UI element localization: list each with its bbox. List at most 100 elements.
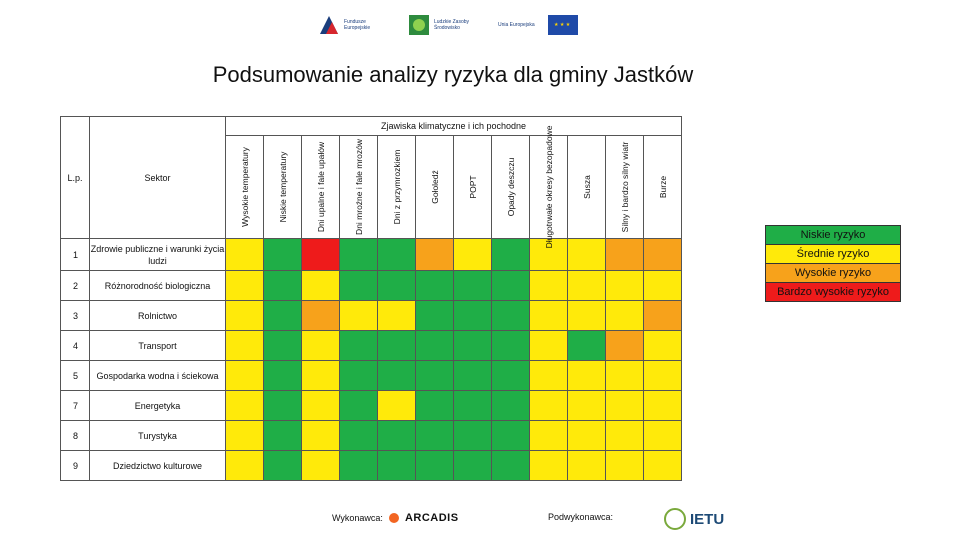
contractor-name: ARCADIS (404, 512, 459, 524)
risk-cell (567, 238, 606, 271)
risk-cell (415, 390, 454, 421)
risk-cell (529, 390, 568, 421)
risk-cell (453, 450, 492, 481)
risk-cell (339, 420, 378, 451)
row-number: 8 (60, 420, 90, 451)
arcadis-icon (388, 513, 399, 523)
logo-eu-funds: Fundusze Europejskie (318, 12, 390, 38)
risk-cell (339, 270, 378, 301)
header-sector: Sektor (89, 116, 226, 239)
risk-cell (263, 238, 302, 271)
risk-cell (301, 270, 340, 301)
risk-cell (643, 360, 682, 391)
risk-cell (339, 360, 378, 391)
risk-cell (453, 390, 492, 421)
risk-cell (643, 238, 682, 271)
table-row: 5 Gospodarka wodna i ściekowa (60, 360, 682, 391)
sector-name: Różnorodność biologiczna (89, 270, 226, 301)
risk-cell (491, 238, 530, 271)
risk-cell (263, 390, 302, 421)
risk-cell (301, 360, 340, 391)
table-row: 8 Turystyka (60, 420, 682, 451)
hazard-header: Burze (643, 135, 682, 239)
hazard-label: Opady deszczu (505, 157, 516, 217)
hazard-label: Dni mroźne i fale mrozów (353, 139, 364, 235)
risk-cell (643, 330, 682, 361)
risk-cell (453, 238, 492, 271)
row-number: 5 (60, 360, 90, 391)
risk-cell (263, 360, 302, 391)
risk-cell (377, 450, 416, 481)
hazard-label: Długotrwałe okresy bezopadowe (543, 125, 554, 249)
table-row: 1 Zdrowie publiczne i warunki życia ludzi (60, 238, 682, 271)
hazard-label: Wysokie temperatury (239, 147, 250, 227)
risk-cell (529, 420, 568, 451)
header-lp: L.p. (60, 116, 90, 239)
hazard-label: Dni z przymrozkiem (391, 149, 402, 225)
risk-cell (453, 360, 492, 391)
eu-funds-icon (320, 16, 338, 34)
header-group: Zjawiska klimatyczne i ich pochodne (225, 116, 682, 136)
risk-cell (529, 450, 568, 481)
risk-table: L.p. Sektor Zjawiska klimatyczne i ich p… (60, 116, 682, 481)
risk-cell (529, 330, 568, 361)
hazard-label: Silny i bardzo silny wiatr (619, 141, 630, 233)
risk-cell (263, 300, 302, 331)
table-row: 2 Różnorodność biologiczna (60, 270, 682, 301)
hazard-header: Niskie temperatury (263, 135, 302, 239)
risk-cell (567, 360, 606, 391)
risk-cell (225, 390, 264, 421)
risk-cell (301, 420, 340, 451)
risk-cell (339, 390, 378, 421)
risk-cell (415, 360, 454, 391)
hazard-header: Dni mroźne i fale mrozów (339, 135, 378, 239)
risk-cell (605, 300, 644, 331)
risk-cell (225, 360, 264, 391)
risk-cell (225, 300, 264, 331)
logo-program: Ludzkie Zasoby Środowisko (408, 12, 480, 38)
risk-cell (263, 270, 302, 301)
risk-cell (529, 238, 568, 271)
risk-cell (453, 330, 492, 361)
risk-cell (605, 390, 644, 421)
risk-cell (263, 450, 302, 481)
legend-item: Bardzo wysokie ryzyko (765, 282, 901, 302)
risk-cell (491, 270, 530, 301)
contractor-label: Wykonawca: (332, 513, 383, 523)
logos-bar: Fundusze Europejskie Ludzkie Zasoby Środ… (318, 12, 578, 38)
risk-cell (529, 270, 568, 301)
hazard-header: Długotrwałe okresy bezopadowe (529, 126, 568, 248)
hazard-label: Gołoledź (429, 170, 440, 204)
risk-cell (225, 420, 264, 451)
sector-name: Rolnictwo (89, 300, 226, 331)
risk-cell (377, 360, 416, 391)
legend-item: Niskie ryzyko (765, 225, 901, 245)
logo-eu: Unia Europejska (498, 12, 578, 38)
risk-cell (301, 390, 340, 421)
risk-cell (567, 390, 606, 421)
risk-cell (643, 390, 682, 421)
risk-cell (339, 238, 378, 271)
contractor: Wykonawca: ARCADIS (332, 512, 459, 524)
eu-flag-icon (548, 15, 578, 35)
risk-cell (415, 300, 454, 331)
sector-name: Gospodarka wodna i ściekowa (89, 360, 226, 391)
subcontractor-name: IETU (690, 510, 725, 528)
risk-cell (491, 450, 530, 481)
sector-name: Turystyka (89, 420, 226, 451)
hazard-label: POPT (467, 175, 478, 199)
risk-cell (415, 270, 454, 301)
hazard-header: Wysokie temperatury (225, 135, 264, 239)
sector-name: Zdrowie publiczne i warunki życia ludzi (89, 238, 226, 271)
risk-cell (491, 390, 530, 421)
risk-cell (643, 450, 682, 481)
risk-cell (643, 300, 682, 331)
risk-cell (377, 420, 416, 451)
hazard-label: Burze (657, 175, 668, 199)
subcontractor-logo: IETU (664, 508, 724, 530)
hazard-header: Susza (567, 135, 606, 239)
table-row: 9 Dziedzictwo kulturowe (60, 450, 682, 481)
hazard-header: Silny i bardzo silny wiatr (605, 135, 644, 239)
risk-cell (377, 238, 416, 271)
hazard-header: Dni upalne i fale upałów (301, 135, 340, 239)
